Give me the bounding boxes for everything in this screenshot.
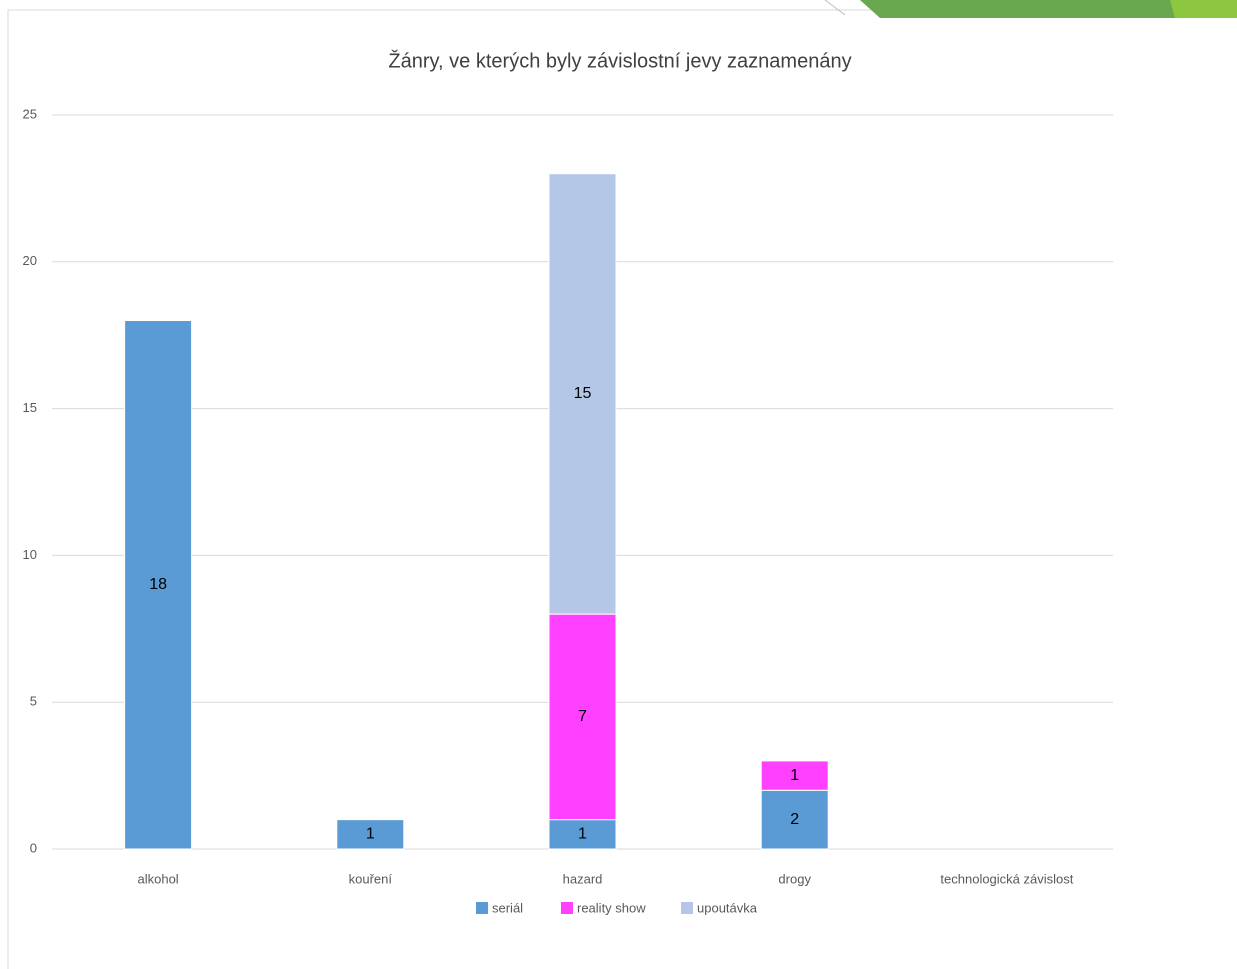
data-label: 1 xyxy=(578,826,587,843)
y-tick-label: 20 xyxy=(23,253,37,268)
y-tick-label: 15 xyxy=(23,400,37,415)
x-tick-label: hazard xyxy=(563,871,603,886)
data-label: 1 xyxy=(790,767,799,784)
legend-swatch xyxy=(681,902,693,914)
decor-line xyxy=(824,0,846,16)
bar-segment xyxy=(548,613,617,821)
bar-segment xyxy=(124,320,193,850)
chart-frame xyxy=(7,9,1237,969)
decor-shape xyxy=(860,0,1237,18)
legend-label: upoutávka xyxy=(697,900,758,915)
data-label: 18 xyxy=(149,576,167,593)
data-label: 7 xyxy=(578,708,587,725)
decor-shape xyxy=(1170,0,1237,18)
legend-label: reality show xyxy=(577,900,646,915)
data-label: 1 xyxy=(366,826,375,843)
data-label: 2 xyxy=(790,811,799,828)
y-tick-label: 0 xyxy=(30,840,37,855)
bar-segment xyxy=(760,789,829,850)
y-tick-label: 5 xyxy=(30,694,37,709)
x-tick-label: alkohol xyxy=(137,871,178,886)
bar-segment xyxy=(760,760,829,791)
legend-swatch xyxy=(561,902,573,914)
bar-segment xyxy=(548,819,617,850)
y-tick-label: 10 xyxy=(23,547,37,562)
bar-segment xyxy=(548,173,617,615)
x-tick-label: technologická závislost xyxy=(940,871,1073,886)
y-tick-label: 25 xyxy=(23,106,37,121)
x-tick-label: kouření xyxy=(349,871,393,886)
legend-label: seriál xyxy=(492,900,523,915)
legend-swatch xyxy=(476,902,488,914)
chart-title: Žánry, ve kterých byly závislostní jevy … xyxy=(388,49,851,72)
x-tick-label: drogy xyxy=(778,871,811,886)
bar-segment xyxy=(336,819,405,850)
data-label: 15 xyxy=(574,385,592,402)
